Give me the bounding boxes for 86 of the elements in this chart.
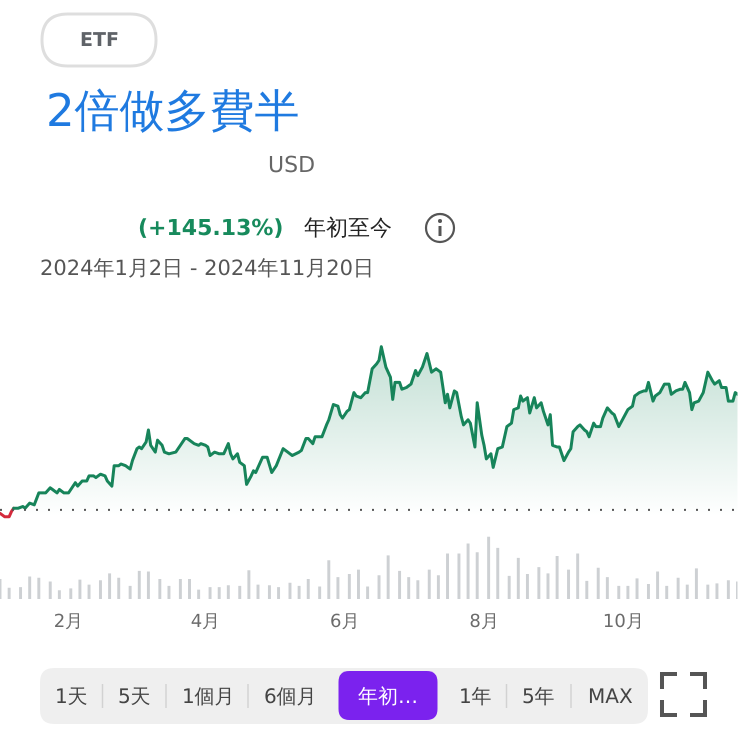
bar bbox=[585, 580, 588, 599]
bar bbox=[508, 576, 511, 599]
bar bbox=[436, 575, 440, 599]
bar bbox=[88, 584, 91, 599]
bar bbox=[537, 567, 540, 599]
bar bbox=[128, 586, 132, 599]
chart-title: 2倍做多費半 bbox=[46, 84, 300, 137]
bar bbox=[8, 588, 11, 599]
bar bbox=[694, 568, 698, 599]
bar bbox=[606, 577, 609, 599]
bar bbox=[138, 570, 141, 599]
bar bbox=[546, 573, 550, 599]
bar bbox=[178, 579, 182, 599]
bar bbox=[218, 587, 221, 599]
x-tick-label: 10月 bbox=[602, 611, 644, 632]
bar bbox=[247, 570, 250, 599]
category-label: 1年 bbox=[459, 684, 492, 708]
x-tick-label: 2月 bbox=[54, 611, 84, 632]
bar bbox=[617, 586, 620, 599]
bar bbox=[576, 553, 580, 599]
x-tick-label: 8月 bbox=[469, 611, 499, 632]
bar bbox=[146, 572, 150, 599]
text: 2024年1月2日 - 2024年11月20日 bbox=[40, 256, 374, 280]
text: (+145.13%) bbox=[138, 216, 284, 241]
bar bbox=[516, 558, 520, 599]
bar bbox=[318, 586, 322, 599]
bar bbox=[348, 574, 351, 599]
bar bbox=[636, 578, 639, 599]
bar bbox=[656, 572, 660, 599]
category-label: 年初… bbox=[358, 684, 418, 708]
bar bbox=[226, 585, 230, 599]
bar bbox=[686, 584, 689, 599]
text: ETF bbox=[80, 29, 119, 51]
bar bbox=[457, 553, 460, 599]
bar bbox=[386, 555, 390, 599]
x-tick-label: 6月 bbox=[330, 611, 360, 632]
bar bbox=[208, 587, 212, 599]
bar bbox=[78, 580, 82, 599]
bar bbox=[596, 568, 600, 599]
bar bbox=[398, 570, 402, 599]
bar bbox=[37, 578, 40, 599]
category-label: 5年 bbox=[522, 684, 555, 708]
bar bbox=[98, 580, 102, 599]
category-label: 1天 bbox=[55, 684, 88, 708]
bar bbox=[556, 556, 559, 599]
bar bbox=[256, 584, 260, 599]
bar bbox=[298, 586, 301, 599]
bar bbox=[665, 586, 668, 599]
category-label: 5天 bbox=[118, 684, 151, 708]
bar bbox=[268, 585, 271, 599]
bar bbox=[58, 590, 61, 599]
bar bbox=[366, 586, 370, 599]
category-label: 1個月 bbox=[182, 684, 235, 708]
bar bbox=[726, 580, 730, 599]
bar bbox=[567, 570, 570, 599]
bar bbox=[676, 578, 680, 599]
bar bbox=[28, 576, 32, 599]
bar bbox=[526, 574, 529, 599]
bar bbox=[356, 570, 360, 599]
text: 年初至今 bbox=[304, 216, 392, 241]
bar bbox=[197, 590, 200, 599]
bar bbox=[327, 560, 330, 599]
bar bbox=[706, 584, 710, 599]
bar bbox=[288, 582, 292, 599]
bar bbox=[407, 577, 410, 599]
bar bbox=[446, 553, 450, 599]
bar bbox=[487, 536, 490, 599]
bar bbox=[715, 583, 718, 599]
bar bbox=[69, 588, 72, 599]
bar bbox=[476, 552, 479, 599]
bar bbox=[378, 575, 381, 599]
category-label: 6個月 bbox=[264, 684, 317, 708]
bar bbox=[19, 587, 22, 599]
bar bbox=[158, 579, 162, 599]
x-tick-label: 4月 bbox=[190, 611, 220, 632]
bar bbox=[466, 543, 470, 599]
bar bbox=[277, 587, 280, 599]
bar bbox=[188, 579, 191, 599]
bar bbox=[416, 580, 420, 599]
bar bbox=[108, 573, 112, 599]
bar bbox=[626, 586, 630, 599]
bar bbox=[336, 577, 340, 599]
bar bbox=[646, 584, 650, 599]
bar bbox=[167, 586, 170, 599]
category-label: MAX bbox=[588, 684, 633, 708]
text: USD bbox=[268, 153, 316, 178]
